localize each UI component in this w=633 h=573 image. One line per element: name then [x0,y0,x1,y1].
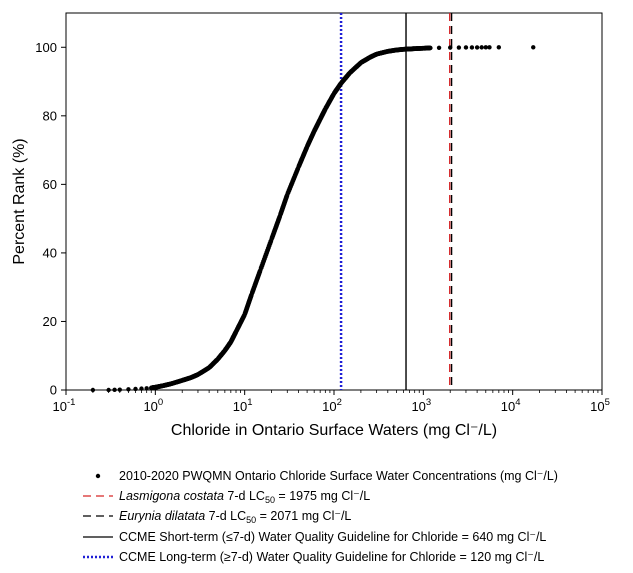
legend-marker [95,473,101,479]
data-point [144,386,149,391]
legend-label: Eurynia dilatata 7-d LC50 = 2071 mg Cl⁻/… [119,509,351,525]
x-tick-label: 10-1 [53,397,76,414]
legend-label: CCME Long-term (≥7-d) Water Quality Guid… [119,550,544,564]
y-tick-label: 40 [43,245,57,260]
legend-label: Lasmigona costata 7-d LC50 = 1975 mg Cl⁻… [119,489,370,505]
data-point [112,387,117,393]
x-tick-label: 101 [233,397,253,414]
data-point [126,387,131,392]
data-point [479,45,484,50]
x-tick-label: 104 [501,397,521,414]
x-axis-title: Chloride in Ontario Surface Waters (mg C… [171,422,497,439]
data-point [469,45,475,50]
data-point [257,269,263,275]
x-tick-label: 103 [411,397,431,414]
plot-frame [65,12,603,391]
y-axis-title: Percent Rank (%) [11,138,28,264]
data-point [427,45,433,51]
data-point [456,45,462,50]
data-point [268,239,274,244]
y-tick-label: 60 [43,177,57,192]
data-point [531,45,536,50]
x-tick-label: 105 [590,397,610,414]
data-point [436,45,442,50]
plot-area [65,12,603,393]
y-tick-label: 0 [50,383,57,398]
axes-ticks: 0 20 40 60 80 100 10-1 100 101 102 103 104 105 [35,40,610,414]
data-point [139,386,144,391]
data-point [448,45,453,50]
legend-label: CCME Short-term (≤7-d) Water Quality Gui… [119,530,546,544]
scatter-density [149,45,433,391]
data-point [483,45,488,50]
data-point [117,387,122,392]
data-point [463,45,469,50]
legend: 2010-2020 PWQMN Ontario Chloride Surface… [83,469,558,564]
data-point [133,386,138,392]
data-point [496,45,502,50]
data-point [487,45,492,50]
y-tick-label: 100 [35,40,57,55]
x-tick-label: 102 [322,397,342,414]
y-tick-label: 20 [43,314,57,329]
legend-label: 2010-2020 PWQMN Ontario Chloride Surface… [119,469,558,483]
x-tick-label: 100 [143,397,163,414]
scatter-series [90,45,536,393]
data-point [474,45,480,50]
y-tick-label: 80 [43,108,57,123]
